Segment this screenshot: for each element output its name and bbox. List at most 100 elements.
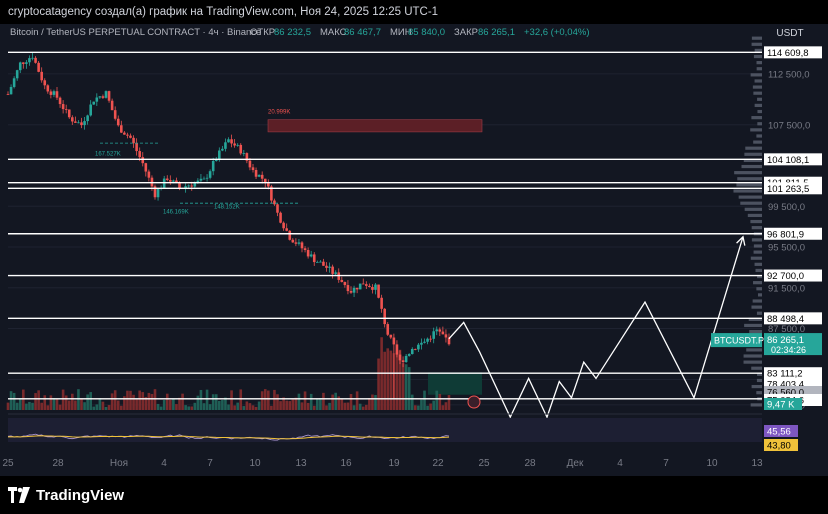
candle-97 <box>303 248 307 251</box>
volume-bar-102 <box>319 398 322 410</box>
price-tick-2: 99 500,0 <box>768 202 805 213</box>
candle-58 <box>184 186 187 189</box>
profile-bar-44 <box>756 134 762 138</box>
profile-bar-56 <box>756 61 762 65</box>
volume-bar-83 <box>260 391 264 410</box>
volume-bar-2 <box>12 392 16 410</box>
candle-11 <box>40 71 43 81</box>
level-tag-9: 78 403,4 <box>767 380 804 391</box>
candle-39 <box>126 134 129 136</box>
candle-140 <box>435 329 439 332</box>
volume-bar-36 <box>116 400 120 410</box>
volume-bar-23 <box>77 389 80 410</box>
tradingview-logo[interactable]: TradingView <box>8 484 124 506</box>
level-tag-bg-4 <box>764 227 822 240</box>
volume-bar-74 <box>233 405 236 410</box>
volume-bar-45 <box>144 397 148 410</box>
profile-bar-14 <box>748 317 762 321</box>
profile-bar-18 <box>757 293 762 297</box>
volume-bar-87 <box>273 389 276 410</box>
volume-bar-132 <box>410 394 414 410</box>
candle-102 <box>319 261 322 263</box>
level-tag-0: 114 609,8 <box>767 48 809 59</box>
volume-bar-34 <box>110 393 114 410</box>
volume-bar-57 <box>181 393 184 410</box>
volume-bar-44 <box>141 392 145 410</box>
volume-bar-124 <box>386 348 390 410</box>
volume-bar-27 <box>89 392 92 410</box>
annotation-1: 167.527K <box>95 151 121 157</box>
profile-bar-32 <box>744 207 762 211</box>
profile-bar-4 <box>756 378 762 383</box>
volume-bar-100 <box>312 405 316 410</box>
candle-61 <box>193 182 197 187</box>
candle-105 <box>328 266 331 268</box>
candle-132 <box>410 348 414 355</box>
volume-bar-103 <box>322 392 325 410</box>
profile-bar-43 <box>753 140 762 144</box>
volume-bar-4 <box>18 398 22 410</box>
profile-bar-57 <box>753 54 762 59</box>
profile-bar-7 <box>743 360 762 364</box>
candle-29 <box>95 97 99 102</box>
volume-bar-5 <box>22 389 25 410</box>
price-tick-4: 91 500,0 <box>768 283 805 294</box>
volume-bar-114 <box>355 391 359 410</box>
volume-bar-117 <box>365 404 368 410</box>
profile-bar-39 <box>741 164 762 169</box>
candle-14 <box>49 91 53 95</box>
resistance-zone <box>267 119 483 133</box>
level-tag-bg-3 <box>764 182 822 195</box>
candle-110 <box>343 281 347 286</box>
volume-bar-65 <box>205 389 209 410</box>
volume-bar-35 <box>113 390 117 410</box>
volume-bar-143 <box>444 402 448 410</box>
volume-bar-67 <box>211 394 215 410</box>
profile-bar-54 <box>750 73 762 77</box>
candle-85 <box>267 183 270 187</box>
candle-66 <box>208 171 212 178</box>
candle-73 <box>230 139 233 144</box>
volume-bar-56 <box>178 397 181 410</box>
projection-path <box>448 235 746 419</box>
candle-24 <box>80 122 83 126</box>
volume-bar-39 <box>126 390 129 410</box>
legend-value-0: 86 232,5 <box>274 27 311 38</box>
candle-19 <box>64 109 68 110</box>
volume-bar-92 <box>288 401 292 410</box>
profile-bar-5 <box>757 372 762 376</box>
last-price-countdown: 02:34:26 <box>771 345 806 355</box>
volume-bar-115 <box>358 403 362 410</box>
candle-21 <box>71 117 74 122</box>
candle-106 <box>331 266 334 274</box>
price-axis: USDT 112 500,0 107 500,0 99 500,0 95 500,0 91… <box>711 24 828 476</box>
volume-bar-104 <box>325 405 328 410</box>
volume-bar-12 <box>43 395 47 410</box>
volume-bar-111 <box>346 402 350 410</box>
volume-bar-0 <box>6 402 10 410</box>
volume-bar-99 <box>309 393 313 410</box>
legend-symbol: Bitcoin / TetherUS PERPETUAL CONTRACT · … <box>10 27 261 38</box>
candle-54 <box>172 180 175 182</box>
volume-bar-118 <box>368 398 371 410</box>
candle-43 <box>138 151 141 158</box>
volume-bar-79 <box>248 403 252 410</box>
candle-42 <box>135 143 138 152</box>
candle-71 <box>224 142 227 149</box>
volume-bar-106 <box>331 394 334 410</box>
profile-bar-8 <box>743 354 762 358</box>
volume-bar-89 <box>279 401 282 410</box>
profile-bar-50 <box>757 97 762 101</box>
candle-134 <box>417 344 420 350</box>
profile-bar-33 <box>740 201 762 205</box>
projection-arrowhead <box>736 235 746 246</box>
annotations: 20.999K 167.527K 146.169K 148.152K <box>95 110 481 409</box>
volume-bar-14 <box>49 395 53 410</box>
rsi-value: 45,56 <box>767 427 791 438</box>
price-chart[interactable]: USDT 112 500,0 107 500,0 99 500,0 95 500,0 91… <box>0 24 828 476</box>
volume-bar-108 <box>337 396 341 410</box>
candle-136 <box>423 341 426 343</box>
legend-label-2: МИН <box>390 27 412 38</box>
volume-bar-127 <box>395 351 399 410</box>
profile-bar-25 <box>753 250 762 254</box>
